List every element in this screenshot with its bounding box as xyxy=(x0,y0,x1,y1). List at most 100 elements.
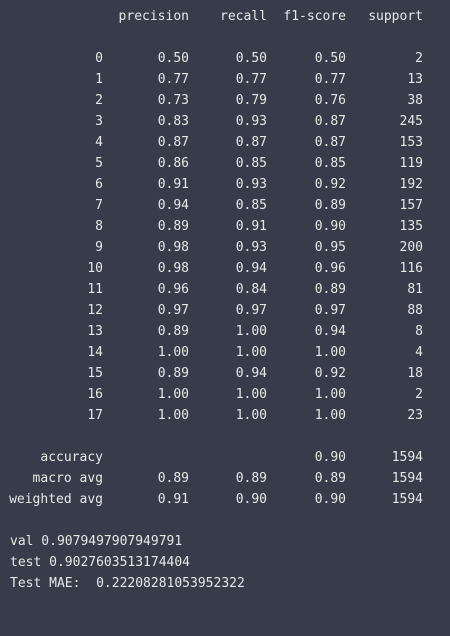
class-label: 12 xyxy=(87,303,103,318)
precision-value: 0.94 xyxy=(157,198,189,213)
recall-value: 1.00 xyxy=(235,345,267,360)
class-label: 0 xyxy=(95,51,103,66)
class-row: 3 0.83 0.93 0.87 245 xyxy=(0,111,450,132)
f1-score-value: 0.89 xyxy=(314,282,346,297)
precision-value: 1.00 xyxy=(157,387,189,402)
report-header: precision recall f1-score support xyxy=(0,6,450,27)
f1-score-value: 0.92 xyxy=(314,366,346,381)
f1-score-value: 0.87 xyxy=(314,114,346,129)
recall-value: 0.79 xyxy=(235,93,267,108)
support-value: 81 xyxy=(407,282,423,297)
recall-value: 0.91 xyxy=(235,219,267,234)
precision-value: 0.91 xyxy=(157,177,189,192)
recall-value: 1.00 xyxy=(235,408,267,423)
val-score: val 0.9079497907949791 xyxy=(10,534,183,549)
recall-value: 0.93 xyxy=(235,240,267,255)
class-row: 12 0.97 0.97 0.97 88 xyxy=(0,300,450,321)
f1-score-value: 0.77 xyxy=(314,72,346,87)
macro-avg-row: macro avg 0.89 0.89 0.89 1594 xyxy=(0,468,450,489)
class-label: 14 xyxy=(87,345,103,360)
recall-value: 0.94 xyxy=(235,366,267,381)
row-label: macro avg xyxy=(32,471,103,486)
recall-value: 0.85 xyxy=(235,156,267,171)
support-value: 88 xyxy=(407,303,423,318)
precision-value: 0.83 xyxy=(157,114,189,129)
precision-value: 0.89 xyxy=(157,366,189,381)
class-row: 8 0.89 0.91 0.90 135 xyxy=(0,216,450,237)
recall-value: 1.00 xyxy=(235,324,267,339)
precision-header: precision xyxy=(118,9,189,24)
class-label: 1 xyxy=(95,72,103,87)
precision-value: 0.50 xyxy=(157,51,189,66)
support-value: 200 xyxy=(399,240,423,255)
recall-value: 0.87 xyxy=(235,135,267,150)
class-label: 7 xyxy=(95,198,103,213)
precision-value: 0.89 xyxy=(157,471,189,486)
class-label: 3 xyxy=(95,114,103,129)
f1-score-value: 0.87 xyxy=(314,135,346,150)
class-label: 8 xyxy=(95,219,103,234)
f1-score-value: 0.92 xyxy=(314,177,346,192)
precision-value: 0.77 xyxy=(157,72,189,87)
precision-value: 0.86 xyxy=(157,156,189,171)
recall-value: 0.97 xyxy=(235,303,267,318)
recall-value: 0.85 xyxy=(235,198,267,213)
f1-score-value: 0.96 xyxy=(314,261,346,276)
f1-score-value: 0.76 xyxy=(314,93,346,108)
support-value: 23 xyxy=(407,408,423,423)
recall-header: recall xyxy=(220,9,267,24)
precision-value: 0.87 xyxy=(157,135,189,150)
class-label: 6 xyxy=(95,177,103,192)
test-score-line: test 0.9027603513174404 xyxy=(0,552,450,573)
f1-score-value: 0.85 xyxy=(314,156,346,171)
class-row: 10 0.98 0.94 0.96 116 xyxy=(0,258,450,279)
support-value: 38 xyxy=(407,93,423,108)
support-value: 192 xyxy=(399,177,423,192)
class-row: 11 0.96 0.84 0.89 81 xyxy=(0,279,450,300)
recall-value: 0.50 xyxy=(235,51,267,66)
support-value: 8 xyxy=(415,324,423,339)
support-value: 2 xyxy=(415,387,423,402)
recall-value: 0.93 xyxy=(235,177,267,192)
accuracy-row: accuracy 0.90 1594 xyxy=(0,447,450,468)
class-label: 13 xyxy=(87,324,103,339)
f1-score-value: 0.90 xyxy=(314,450,346,465)
class-row: 9 0.98 0.93 0.95 200 xyxy=(0,237,450,258)
precision-value: 0.98 xyxy=(157,240,189,255)
support-value: 4 xyxy=(415,345,423,360)
class-row: 4 0.87 0.87 0.87 153 xyxy=(0,132,450,153)
support-value: 1594 xyxy=(391,471,423,486)
output-console: precision recall f1-score support 0 0.50 0… xyxy=(0,6,450,591)
class-row: 6 0.91 0.93 0.92 192 xyxy=(0,174,450,195)
precision-value: 1.00 xyxy=(157,345,189,360)
recall-value: 0.93 xyxy=(235,114,267,129)
support-value: 1594 xyxy=(391,492,423,507)
recall-value: 0.89 xyxy=(235,471,267,486)
recall-value: 1.00 xyxy=(235,387,267,402)
precision-value: 0.89 xyxy=(157,324,189,339)
row-label: weighted avg xyxy=(9,492,103,507)
f1-score-value: 0.95 xyxy=(314,240,346,255)
f1-score-value: 0.94 xyxy=(314,324,346,339)
class-label: 11 xyxy=(87,282,103,297)
support-value: 135 xyxy=(399,219,423,234)
support-value: 153 xyxy=(399,135,423,150)
support-value: 245 xyxy=(399,114,423,129)
class-row: 5 0.86 0.85 0.85 119 xyxy=(0,153,450,174)
class-label: 17 xyxy=(87,408,103,423)
support-header: support xyxy=(368,9,423,24)
support-value: 18 xyxy=(407,366,423,381)
class-row: 17 1.00 1.00 1.00 23 xyxy=(0,405,450,426)
precision-value: 0.97 xyxy=(157,303,189,318)
precision-value: 0.98 xyxy=(157,261,189,276)
class-label: 16 xyxy=(87,387,103,402)
val-score-line: val 0.9079497907949791 xyxy=(0,531,450,552)
support-value: 1594 xyxy=(391,450,423,465)
class-row: 0 0.50 0.50 0.50 2 xyxy=(0,48,450,69)
class-row: 16 1.00 1.00 1.00 2 xyxy=(0,384,450,405)
recall-value: 0.94 xyxy=(235,261,267,276)
f1-score-value: 1.00 xyxy=(314,387,346,402)
f1-score-value: 0.90 xyxy=(314,219,346,234)
test-score: test 0.9027603513174404 xyxy=(10,555,191,570)
recall-value: 0.77 xyxy=(235,72,267,87)
